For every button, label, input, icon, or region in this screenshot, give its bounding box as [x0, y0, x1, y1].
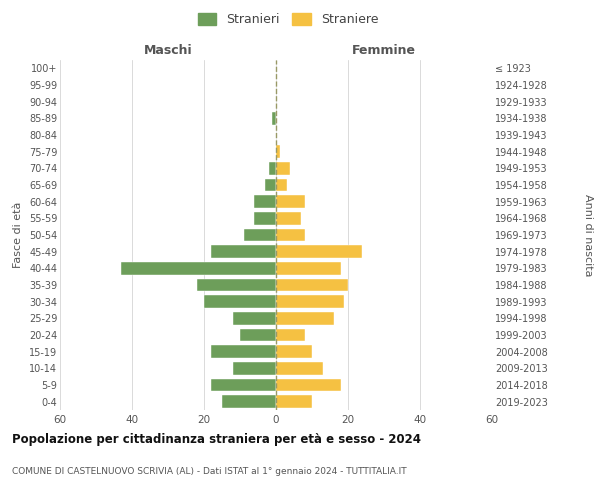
- Text: Popolazione per cittadinanza straniera per età e sesso - 2024: Popolazione per cittadinanza straniera p…: [12, 432, 421, 446]
- Bar: [233, 362, 276, 374]
- Bar: [276, 312, 334, 324]
- Bar: [233, 312, 276, 324]
- Bar: [211, 346, 276, 358]
- Bar: [276, 146, 280, 158]
- Bar: [276, 279, 348, 291]
- Bar: [204, 296, 276, 308]
- Bar: [254, 212, 276, 224]
- Bar: [276, 379, 341, 391]
- Bar: [121, 262, 276, 274]
- Bar: [276, 196, 305, 208]
- Y-axis label: Fasce di età: Fasce di età: [13, 202, 23, 268]
- Bar: [276, 296, 344, 308]
- Bar: [276, 162, 290, 174]
- Bar: [222, 396, 276, 408]
- Bar: [265, 179, 276, 192]
- Bar: [276, 362, 323, 374]
- Bar: [276, 346, 312, 358]
- Text: COMUNE DI CASTELNUOVO SCRIVIA (AL) - Dati ISTAT al 1° gennaio 2024 - TUTTITALIA.: COMUNE DI CASTELNUOVO SCRIVIA (AL) - Dat…: [12, 468, 407, 476]
- Legend: Stranieri, Straniere: Stranieri, Straniere: [194, 8, 382, 30]
- Bar: [244, 229, 276, 241]
- Bar: [211, 379, 276, 391]
- Text: Anni di nascita: Anni di nascita: [583, 194, 593, 276]
- Bar: [276, 262, 341, 274]
- Text: Maschi: Maschi: [143, 44, 193, 57]
- Bar: [276, 329, 305, 341]
- Bar: [276, 246, 362, 258]
- Bar: [197, 279, 276, 291]
- Bar: [269, 162, 276, 174]
- Bar: [240, 329, 276, 341]
- Bar: [272, 112, 276, 124]
- Bar: [254, 196, 276, 208]
- Bar: [276, 179, 287, 192]
- Bar: [276, 212, 301, 224]
- Text: Femmine: Femmine: [352, 44, 416, 57]
- Bar: [211, 246, 276, 258]
- Bar: [276, 396, 312, 408]
- Bar: [276, 229, 305, 241]
